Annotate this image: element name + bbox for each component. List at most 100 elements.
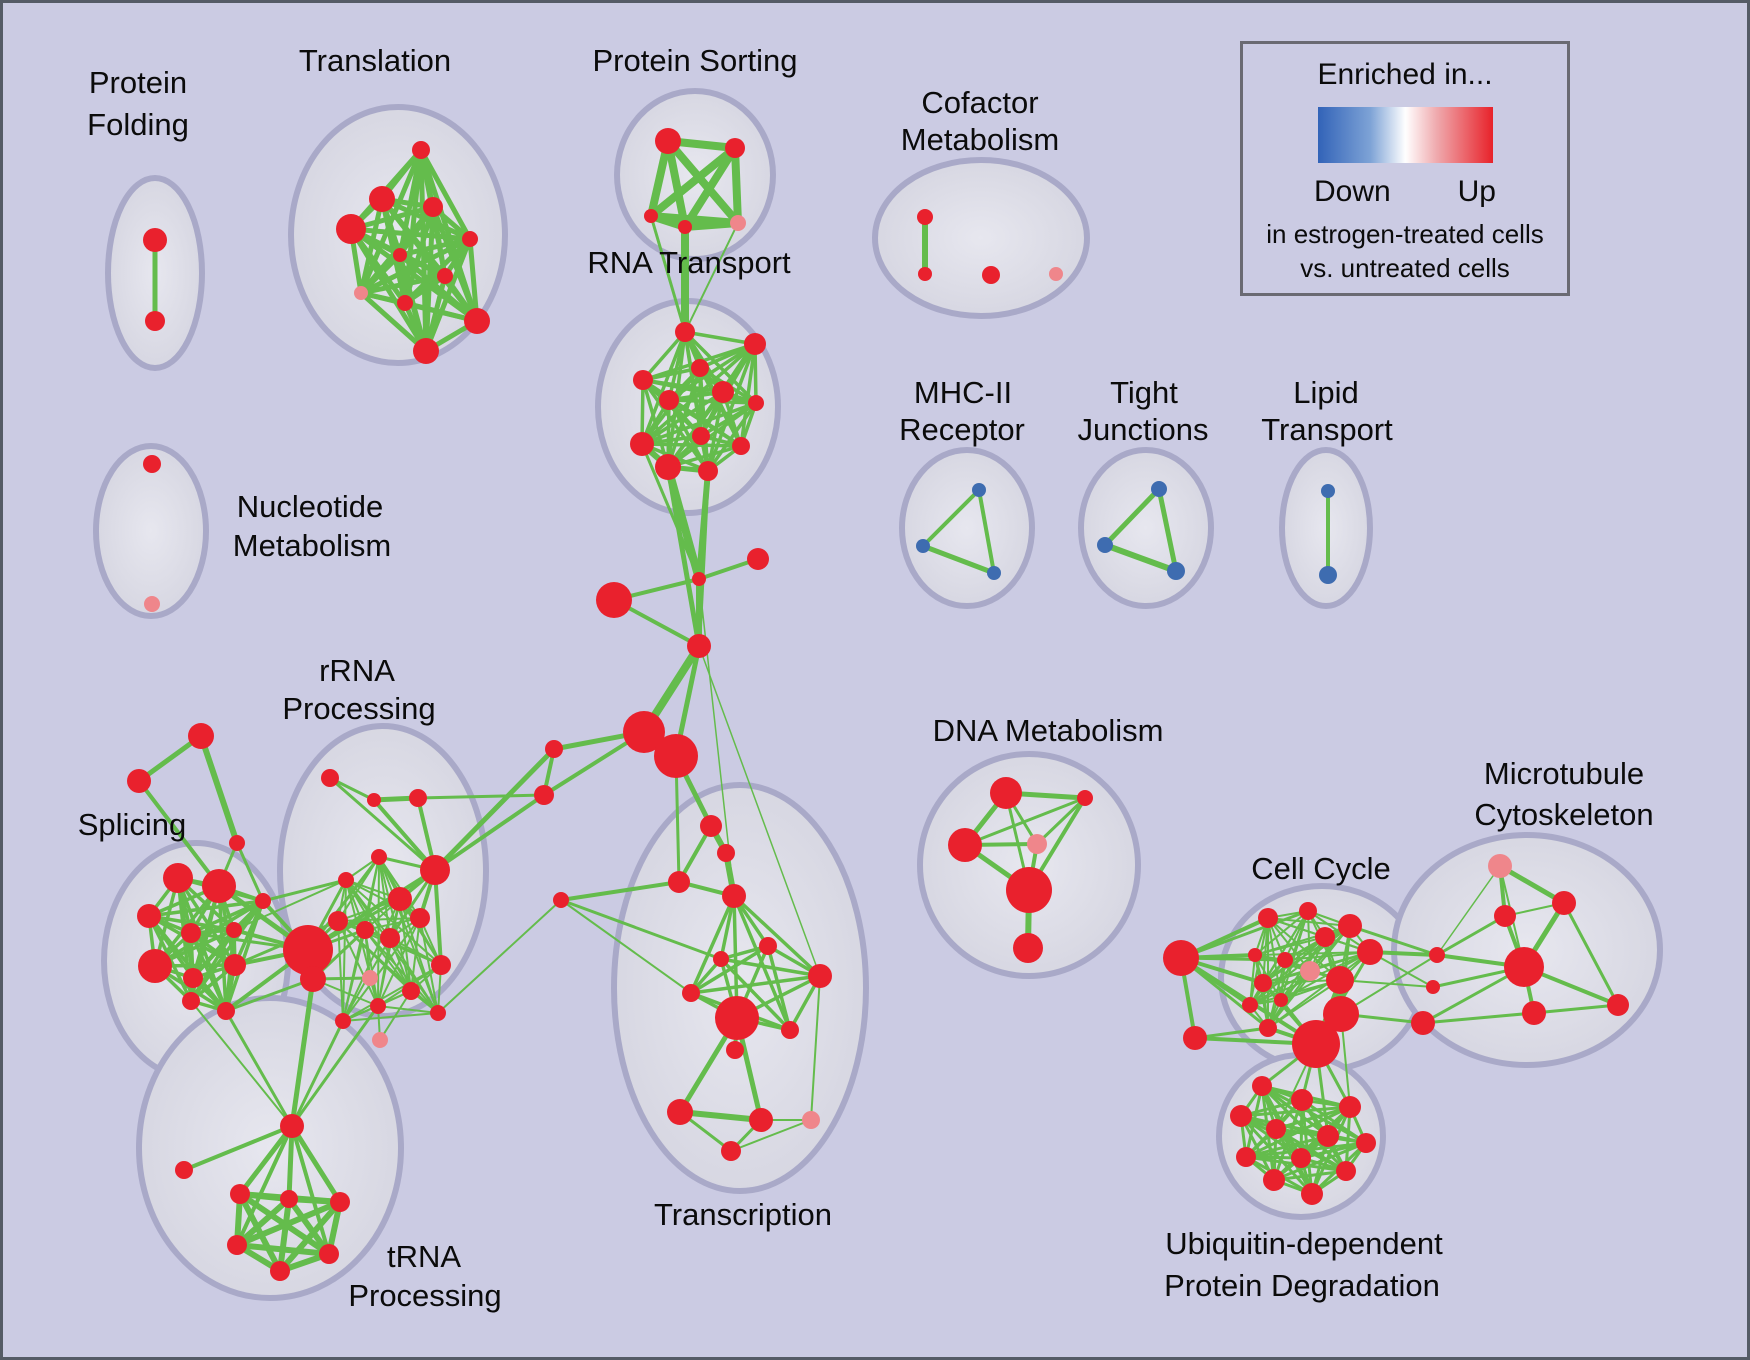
node-tx15: [721, 1141, 741, 1161]
node-ub5: [1266, 1119, 1286, 1139]
cluster-label-microtubule-cytoskeleton-line2: Cytoskeleton: [1474, 797, 1653, 832]
edge-rr3-l2: [416, 793, 546, 800]
node-ub9: [1291, 1148, 1311, 1168]
edge-rr6-rr13: [433, 868, 443, 967]
edge-rt5-rt7: [667, 398, 758, 405]
node-l1: [545, 740, 563, 758]
edge-t7-t9: [402, 273, 448, 306]
node-t6: [462, 231, 478, 247]
node-cc11: [1242, 997, 1258, 1013]
edge-rr11-rr14: [410, 917, 421, 992]
node-dm3: [948, 828, 982, 862]
node-ub10: [1336, 1161, 1356, 1181]
node-tx5: [759, 937, 777, 955]
edge-tc-tf: [277, 1199, 343, 1274]
node-rt6: [712, 381, 734, 403]
node-tx11: [726, 1041, 744, 1059]
edge-rt1-rt9: [640, 330, 687, 446]
edge-ps1-ps4: [664, 137, 689, 231]
edge-sh2-sp11: [224, 977, 315, 1013]
cluster-label-trna-processing-line1: tRNA: [387, 1239, 461, 1274]
edge-rr10-rr15: [377, 937, 391, 1007]
cluster-label-protein-folding-line2: Folding: [87, 107, 189, 142]
edge-t5-t8: [358, 252, 403, 296]
network-svg: Protein Folding Translation Protein Sorting…: [78, 43, 1663, 1313]
node-c3: [596, 582, 632, 618]
edge-cc15-mcon2: [1339, 979, 1434, 988]
edge-rt6-rt9: [640, 390, 725, 446]
node-tri1: [188, 723, 214, 749]
node-sp8: [183, 968, 203, 988]
node-mt3: [1494, 905, 1516, 927]
cluster-label-microtubule-cytoskeleton-line1: Microtubule: [1484, 756, 1644, 791]
node-t7: [437, 268, 453, 284]
node-mcon3: [1411, 1011, 1435, 1035]
node-ps2: [725, 138, 745, 158]
edge-bl-tx3: [559, 880, 681, 902]
edge-t8-t11: [358, 290, 429, 354]
cluster-ellipse-nucleotide-metabolism: [93, 443, 209, 619]
node-sh2: [300, 966, 326, 992]
node-rr13: [431, 955, 451, 975]
edge-rr9-rr15: [364, 929, 379, 1007]
edge-sp3-sp6: [147, 899, 265, 918]
node-cc12: [1259, 1019, 1277, 1037]
node-mt1: [1488, 854, 1512, 878]
edge-rt1-rt2: [683, 330, 757, 346]
edge-tc-td: [234, 1199, 343, 1248]
cluster-label-lipid-transport-line2: Transport: [1261, 412, 1393, 447]
node-cc6: [1248, 948, 1262, 962]
node-dm1: [990, 777, 1022, 809]
node-cc4: [1299, 902, 1317, 920]
node-lt1: [1321, 484, 1335, 498]
edge-t4-t6: [348, 226, 473, 242]
edge-cc1-cc12: [1179, 956, 1270, 1030]
edge-rr9-rr16: [364, 929, 439, 1014]
node-mt2: [1552, 891, 1576, 915]
node-rt10: [655, 454, 681, 480]
edge-rt7-rt10: [666, 401, 758, 469]
edge-th-td: [235, 1124, 294, 1247]
node-rr8: [328, 911, 348, 931]
edge-rt2-rt12: [706, 342, 757, 473]
edge-mh1-mh3: [977, 488, 996, 575]
cluster-ellipse-tight-junctions: [1078, 447, 1214, 609]
edge-sp6-sp11: [224, 899, 265, 1013]
edge-rt9-rt11: [640, 442, 743, 448]
edge-tl-th: [182, 1124, 294, 1172]
legend: Enriched in... Down Up in estrogen-treat…: [1240, 41, 1570, 296]
edge-ub7-ub9: [1299, 1141, 1368, 1160]
edge-th-te: [290, 1124, 331, 1256]
legend-axis-labels: Down Up: [1314, 175, 1496, 209]
edge-tx7-tx14: [810, 975, 821, 1121]
edge-th-sp11: [224, 1009, 294, 1128]
edge-rr13-rr17: [342, 964, 442, 1022]
edge-tb-td: [234, 1196, 292, 1248]
node-tc: [330, 1192, 350, 1212]
node-rt5: [659, 390, 679, 410]
cluster-label-translation-line1: Translation: [299, 43, 451, 78]
cluster-labels: Protein Folding Translation Protein Sorting…: [78, 43, 1654, 1313]
edge-ub10-ub11: [1272, 1169, 1348, 1182]
edge-ps2-ps4: [681, 144, 739, 231]
node-rt11: [732, 437, 750, 455]
node-ub6: [1317, 1125, 1339, 1147]
node-rt9: [630, 432, 654, 456]
node-pf1: [143, 228, 167, 252]
node-tj1: [1151, 481, 1167, 497]
node-rr16: [430, 1005, 446, 1021]
node-rr3: [409, 789, 427, 807]
node-sp1: [163, 863, 193, 893]
node-rt1: [675, 322, 695, 342]
node-rr6: [420, 855, 450, 885]
edge-rt2-rt11: [739, 342, 757, 448]
node-t10: [464, 308, 490, 334]
edge-t6-t9: [402, 236, 473, 306]
edge-ub6-ub8: [1244, 1134, 1330, 1159]
edge-rr7-rr14: [399, 898, 412, 992]
cluster-label-tight-junctions-line1: Tight: [1110, 375, 1178, 410]
node-th: [280, 1114, 304, 1138]
edge-mt5-mt6: [1532, 1003, 1620, 1015]
edge-rr16-rr17: [342, 1012, 439, 1022]
node-dm4: [1027, 834, 1047, 854]
